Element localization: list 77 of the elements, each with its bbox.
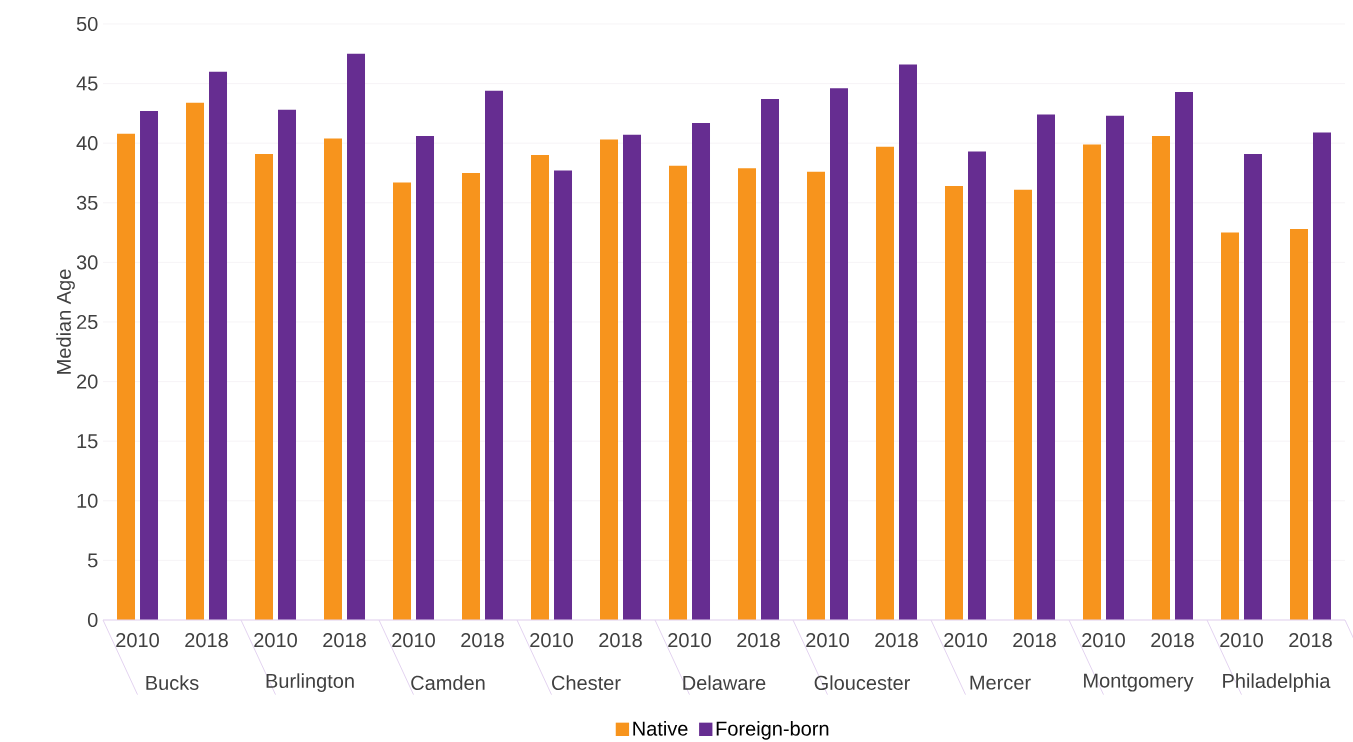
x-tick-label: 2010 [116, 633, 159, 648]
y-tick-label: 5 [87, 553, 98, 568]
text: Montgomery [1084, 673, 1194, 692]
x-tick-label: 2018 [875, 633, 918, 648]
bar [807, 171, 826, 620]
text: Philadelphia [1223, 673, 1331, 692]
bar [485, 90, 504, 620]
x-tick-label: 2018 [1013, 633, 1056, 648]
bar [1014, 189, 1032, 620]
legend-label: Native [633, 721, 688, 736]
bar [1313, 132, 1331, 620]
x-tick-label: 2018 [599, 633, 642, 648]
x-tick-label: 2010 [668, 633, 711, 648]
bar [393, 182, 412, 620]
y-tick-label: 40 [76, 136, 98, 151]
y-axis-title: Median Age [56, 269, 75, 374]
text: Camden [411, 675, 485, 690]
bar [1221, 232, 1239, 620]
bar [416, 136, 435, 620]
bar [899, 64, 917, 620]
bar [1037, 114, 1055, 620]
x-tick-label: 2018 [1151, 633, 1194, 648]
bar [209, 71, 228, 620]
text: Delaware [683, 675, 766, 690]
text: Mercer [970, 675, 1031, 690]
y-tick-label: 10 [77, 493, 98, 508]
bar [876, 146, 894, 620]
x-tick-label: 2018 [323, 633, 366, 648]
text: Burlington [266, 673, 354, 692]
x-tick-label: 2018 [461, 633, 504, 648]
y-tick-label: 35 [76, 195, 98, 210]
bar [278, 109, 297, 620]
bar [531, 155, 550, 620]
y-tick-label: 20 [77, 374, 98, 389]
bar [1175, 91, 1193, 620]
x-tick-label: 2010 [392, 633, 435, 648]
bar [554, 170, 573, 620]
bar [945, 186, 963, 620]
bar [669, 165, 688, 620]
bar [968, 151, 987, 620]
bar [830, 88, 848, 620]
y-tick-label: 45 [76, 76, 98, 91]
bar [761, 99, 780, 620]
x-tick-label: 2018 [737, 633, 780, 648]
bar [324, 138, 343, 620]
text: Bucks [146, 675, 199, 690]
bar [462, 172, 481, 620]
x-tick-label: 2010 [530, 633, 573, 648]
y-tick-label: 50 [76, 16, 98, 32]
x-tick-label: 2010 [1082, 633, 1125, 648]
bar [1152, 136, 1170, 620]
y-tick-label: 0 [87, 612, 98, 628]
bar [186, 102, 205, 620]
bar [1244, 153, 1262, 620]
text: Chester [552, 675, 621, 690]
legend-label: Foreign-born [716, 721, 829, 740]
x-tick-label: 2010 [1220, 633, 1263, 648]
bar [140, 111, 159, 620]
x-tick-label: 2018 [1289, 633, 1332, 648]
bar [692, 122, 711, 620]
bar [255, 153, 274, 620]
x-tick-label: 2010 [254, 633, 297, 648]
y-tick-label: 25 [77, 314, 98, 330]
bar [738, 168, 756, 620]
bar [117, 133, 136, 620]
bar [1083, 144, 1101, 620]
bar [347, 53, 366, 620]
bar [1106, 115, 1124, 620]
x-tick-label: 2018 [185, 633, 228, 648]
bar [623, 134, 641, 620]
text: Gloucester [814, 675, 910, 690]
bar [1290, 229, 1308, 620]
x-tick-label: 2010 [806, 633, 849, 648]
bar [600, 139, 619, 620]
y-tick-label: 15 [77, 434, 98, 449]
y-tick-label: 30 [76, 255, 98, 270]
x-tick-label: 2010 [944, 633, 987, 648]
